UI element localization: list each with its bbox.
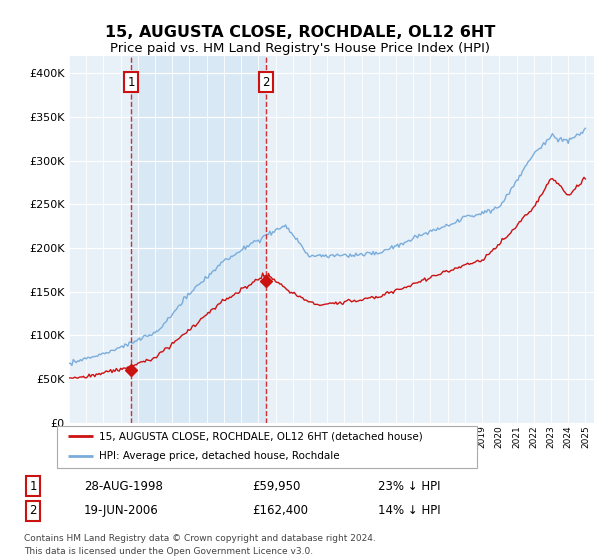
Text: 15, AUGUSTA CLOSE, ROCHDALE, OL12 6HT (detached house): 15, AUGUSTA CLOSE, ROCHDALE, OL12 6HT (d… bbox=[99, 431, 423, 441]
Text: £162,400: £162,400 bbox=[252, 504, 308, 517]
Text: 14% ↓ HPI: 14% ↓ HPI bbox=[378, 504, 440, 517]
Text: 1: 1 bbox=[29, 479, 37, 493]
Text: 2: 2 bbox=[29, 504, 37, 517]
Text: This data is licensed under the Open Government Licence v3.0.: This data is licensed under the Open Gov… bbox=[24, 547, 313, 556]
Text: 19-JUN-2006: 19-JUN-2006 bbox=[84, 504, 159, 517]
Text: 2: 2 bbox=[263, 76, 270, 88]
FancyBboxPatch shape bbox=[57, 426, 477, 468]
Text: 23% ↓ HPI: 23% ↓ HPI bbox=[378, 479, 440, 493]
Text: £59,950: £59,950 bbox=[252, 479, 301, 493]
Text: Price paid vs. HM Land Registry's House Price Index (HPI): Price paid vs. HM Land Registry's House … bbox=[110, 42, 490, 55]
Text: 15, AUGUSTA CLOSE, ROCHDALE, OL12 6HT: 15, AUGUSTA CLOSE, ROCHDALE, OL12 6HT bbox=[105, 25, 495, 40]
Text: 28-AUG-1998: 28-AUG-1998 bbox=[84, 479, 163, 493]
Bar bbox=[131, 56, 266, 423]
Text: HPI: Average price, detached house, Rochdale: HPI: Average price, detached house, Roch… bbox=[99, 451, 340, 461]
Text: 1: 1 bbox=[128, 76, 135, 88]
Text: Contains HM Land Registry data © Crown copyright and database right 2024.: Contains HM Land Registry data © Crown c… bbox=[24, 534, 376, 543]
